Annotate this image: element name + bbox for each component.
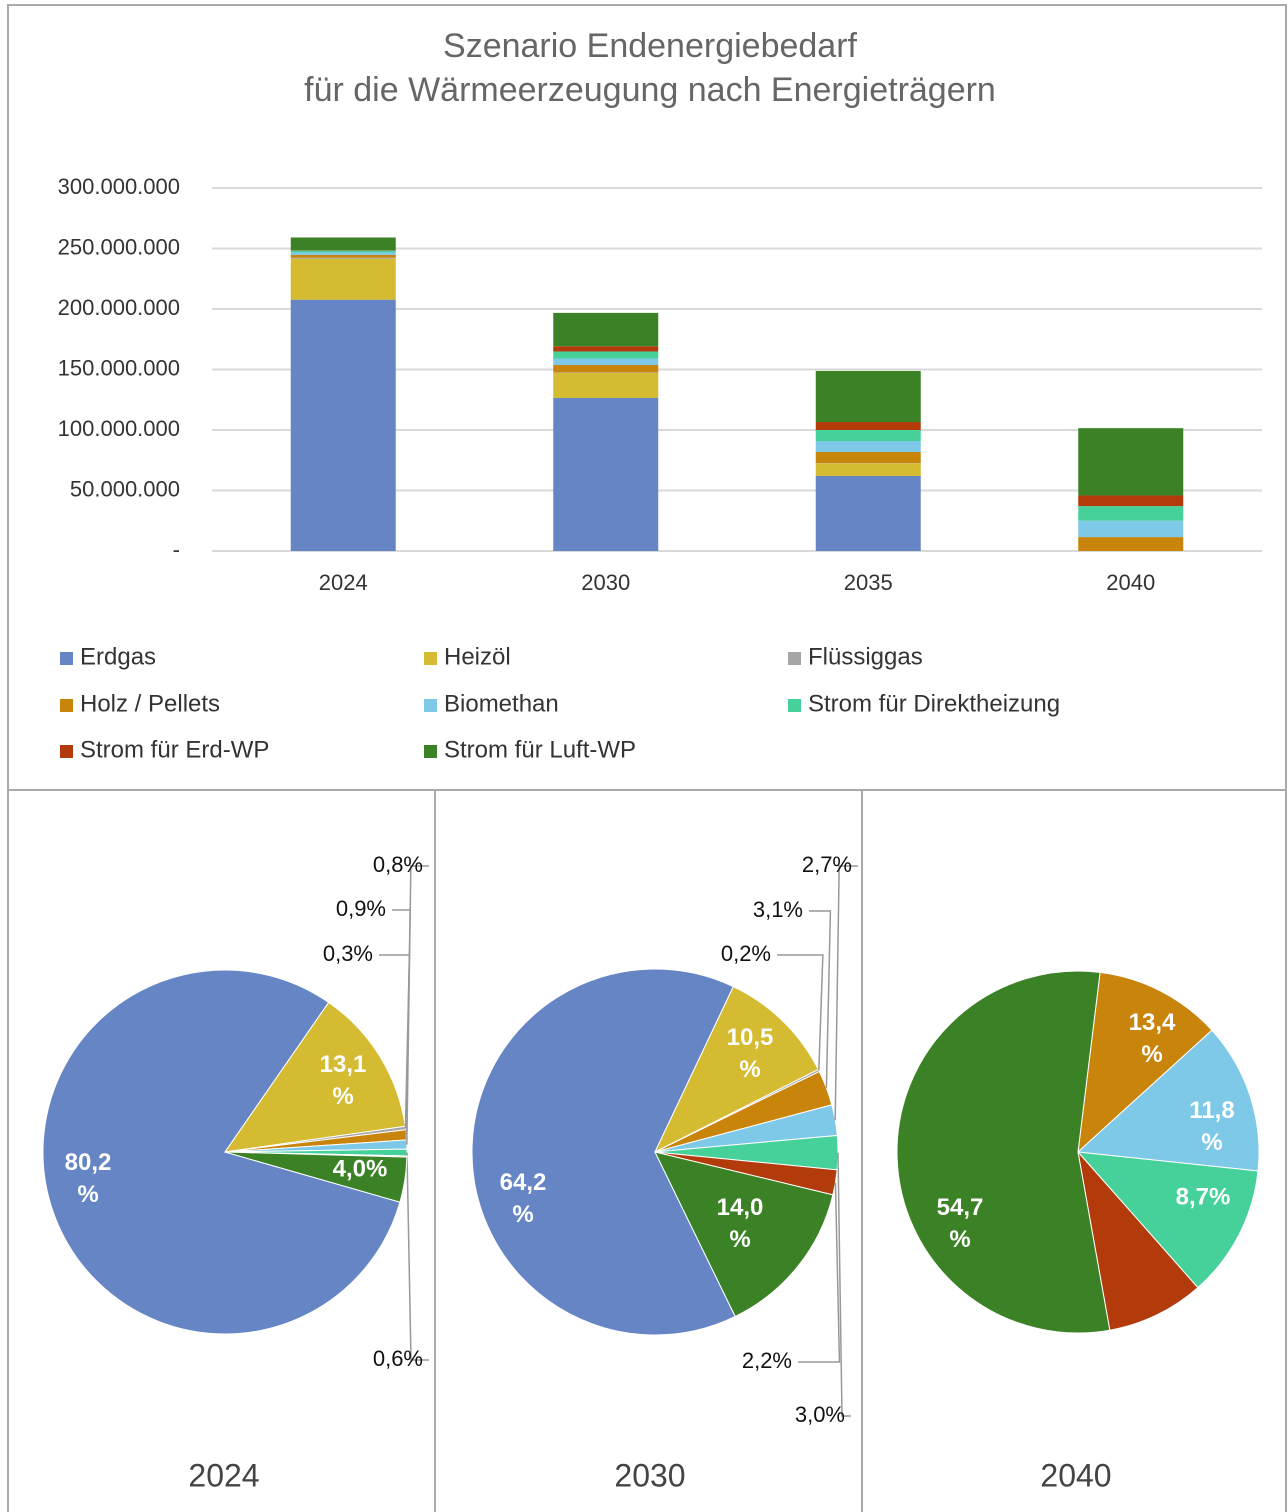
chart-title: für die Wärmeerzeugung nach Energieträge… xyxy=(304,71,996,109)
bar-segment xyxy=(815,463,921,476)
data-label: 4,0% xyxy=(333,1155,388,1182)
leader-line xyxy=(798,1182,841,1363)
data-label: 8,7% xyxy=(1176,1183,1231,1210)
bar-segment xyxy=(553,397,659,551)
bar-segment xyxy=(553,372,659,398)
pie-title: 2040 xyxy=(1040,1457,1111,1493)
data-label: 0,6% xyxy=(373,1346,423,1371)
y-tick-label: 100.000.000 xyxy=(58,416,180,441)
pie-slice xyxy=(896,970,1111,1334)
bar-segment xyxy=(815,430,921,442)
bar-segment xyxy=(553,365,659,373)
legend-label: Strom für Luft-WP xyxy=(444,736,636,763)
bar-segment xyxy=(553,346,659,352)
legend-swatch xyxy=(60,652,73,665)
legend-swatch xyxy=(788,652,801,665)
y-tick-label: 250.000.000 xyxy=(58,234,180,259)
data-label: 64,2% xyxy=(500,1169,547,1228)
bar-segment xyxy=(815,422,921,430)
pie-slice xyxy=(654,1151,834,1318)
data-label: 0,3% xyxy=(323,941,373,966)
pie-slice xyxy=(223,1001,406,1153)
legend-swatch xyxy=(424,699,437,712)
data-label: 80,2% xyxy=(65,1149,112,1208)
data-label: 0,2% xyxy=(721,941,771,966)
legend-label: Strom für Erd-WP xyxy=(80,736,269,763)
bar-segment xyxy=(1078,428,1184,496)
data-label: 54,7% xyxy=(937,1194,984,1253)
pie-slice xyxy=(1076,1029,1260,1172)
legend-swatch xyxy=(788,699,801,712)
y-tick-label: 300.000.000 xyxy=(58,174,180,199)
bar-segment xyxy=(1078,520,1184,538)
data-label: 13,1% xyxy=(320,1051,367,1110)
bar-segment xyxy=(1078,537,1184,551)
legend-swatch xyxy=(424,745,437,758)
leader-line xyxy=(777,954,824,1071)
bar-segment xyxy=(553,351,659,359)
leader-line xyxy=(406,1152,429,1361)
legend-label: Erdgas xyxy=(80,643,156,670)
pie-title: 2030 xyxy=(614,1457,685,1493)
bar-segment xyxy=(290,252,396,255)
bar-segment xyxy=(290,250,396,253)
y-tick-label: - xyxy=(173,537,180,562)
x-tick-label: 2024 xyxy=(319,570,368,595)
leader-line xyxy=(809,910,832,1088)
pie-slice xyxy=(1076,1151,1259,1289)
data-label: 2,2% xyxy=(742,1348,792,1373)
data-label: 2,7% xyxy=(802,852,852,877)
data-label: 10,5% xyxy=(727,1024,774,1083)
pie-slice xyxy=(653,985,819,1154)
data-label: 0,8% xyxy=(373,852,423,877)
x-tick-label: 2035 xyxy=(844,570,893,595)
legend-label: Heizöl xyxy=(444,643,511,670)
pie-slice xyxy=(1077,971,1213,1154)
bar-segment xyxy=(553,358,659,366)
data-label: 3,1% xyxy=(753,897,803,922)
data-label: 0,9% xyxy=(336,896,386,921)
x-tick-label: 2030 xyxy=(581,570,630,595)
legend-swatch xyxy=(60,745,73,758)
data-label: 14,0% xyxy=(717,1194,764,1253)
data-label: 13,4% xyxy=(1129,1009,1176,1068)
legend-label: Biomethan xyxy=(444,690,559,717)
bar-segment xyxy=(553,312,659,347)
x-tick-label: 2040 xyxy=(1106,570,1155,595)
y-tick-label: 200.000.000 xyxy=(58,295,180,320)
bar-segment xyxy=(1078,506,1184,521)
data-label: 11,8% xyxy=(1189,1097,1234,1156)
leader-line xyxy=(834,865,858,1121)
pie-slice xyxy=(42,969,401,1335)
bar-segment xyxy=(815,370,921,423)
leader-line xyxy=(837,1152,851,1417)
legend-swatch xyxy=(60,699,73,712)
pie-title: 2024 xyxy=(188,1457,259,1493)
y-tick-label: 150.000.000 xyxy=(58,355,180,380)
bar-segment xyxy=(1078,495,1184,507)
legend-label: Flüssiggas xyxy=(808,643,923,670)
legend-label: Holz / Pellets xyxy=(80,690,220,717)
chart-title: Szenario Endenergiebedarf xyxy=(443,27,858,65)
data-label: 3,0% xyxy=(795,1402,845,1427)
bar-segment xyxy=(815,441,921,453)
bar-segment xyxy=(815,475,921,551)
bar-segment xyxy=(290,237,396,251)
bar-segment xyxy=(815,452,921,464)
bar-segment xyxy=(290,254,396,258)
leader-line xyxy=(406,865,429,1145)
bar-segment xyxy=(290,257,396,259)
y-tick-label: 50.000.000 xyxy=(70,476,180,501)
legend-swatch xyxy=(424,652,437,665)
pie-slice xyxy=(224,1151,408,1203)
pie-panel xyxy=(861,789,1287,1512)
bar-segment xyxy=(290,258,396,300)
pie-slice xyxy=(471,968,736,1336)
bar-segment xyxy=(290,299,396,551)
pie-slice xyxy=(1077,1150,1199,1331)
legend-label: Strom für Direktheizung xyxy=(808,690,1060,717)
